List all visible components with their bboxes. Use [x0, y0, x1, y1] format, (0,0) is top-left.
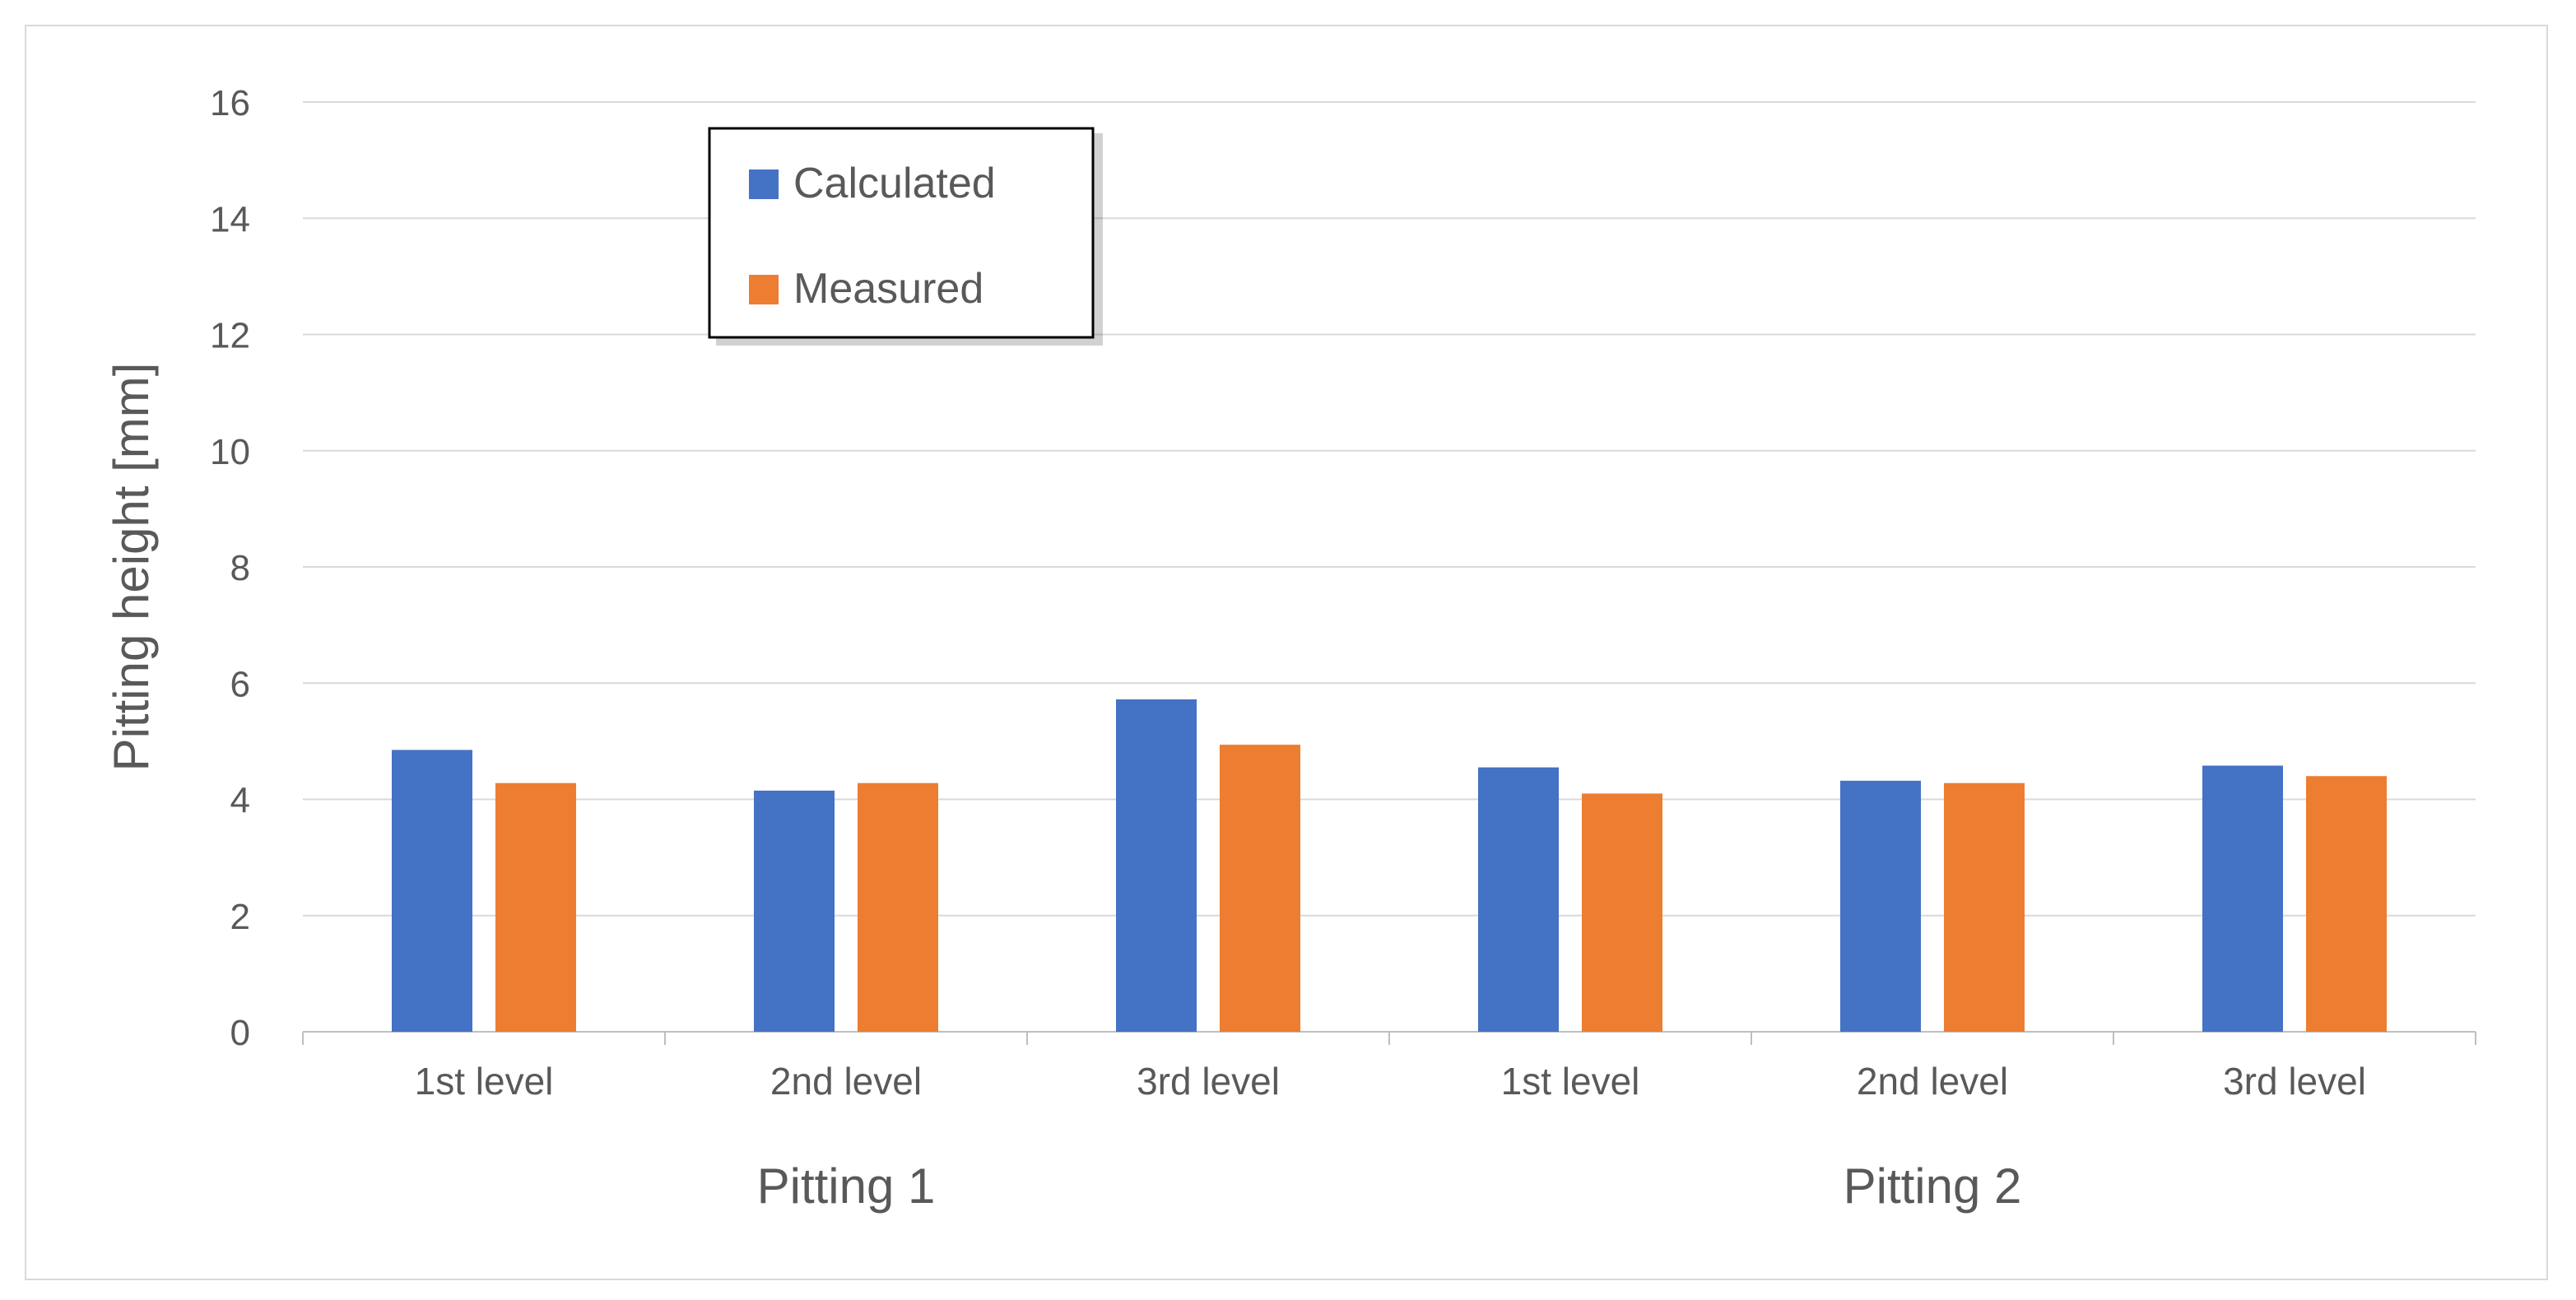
bar-measured-1	[495, 782, 576, 1032]
bar-calculated-3	[1116, 699, 1197, 1032]
y-tick-label: 4	[230, 781, 250, 821]
x-category-label: 2nd level	[770, 1060, 922, 1103]
x-category-label: 1st level	[415, 1060, 554, 1103]
legend-swatch-measured	[749, 275, 779, 304]
y-tick-label: 12	[210, 316, 250, 356]
y-tick-label: 2	[230, 897, 250, 937]
bar-calculated-6	[2202, 765, 2283, 1032]
x-category-label: 3rd level	[1137, 1060, 1280, 1103]
bar-measured-4	[1582, 793, 1662, 1032]
bar-measured-2	[858, 782, 938, 1032]
chart-frame: 0 2 4 6 8 10 12 14 16 1st level 2nd level 3rd level…	[25, 25, 2548, 1280]
y-tick-label: 8	[230, 548, 250, 588]
legend-label-measured: Measured	[793, 265, 983, 313]
bar-calculated-5	[1840, 780, 1921, 1032]
x-category-label: 3rd level	[2223, 1060, 2366, 1103]
x-category-label: 2nd level	[1857, 1060, 2008, 1103]
bar-measured-3	[1220, 745, 1300, 1032]
y-tick-label: 0	[230, 1013, 250, 1053]
x-group-label: Pitting 1	[757, 1158, 936, 1214]
x-category-label: 1st level	[1501, 1060, 1640, 1103]
y-tick-label: 16	[210, 83, 250, 123]
y-tick-label: 10	[210, 432, 250, 472]
y-tick-label: 6	[230, 664, 250, 704]
bar-calculated-2	[754, 790, 835, 1032]
y-axis-title: Pitting height [mm]	[104, 363, 159, 772]
bar-calculated-1	[392, 750, 472, 1032]
bar-measured-5	[1944, 782, 2025, 1032]
bar-calculated-4	[1478, 767, 1559, 1032]
legend-swatch-calculated	[749, 169, 779, 199]
bar-measured-6	[2306, 776, 2387, 1032]
legend-label-calculated: Calculated	[793, 160, 996, 207]
x-group-label: Pitting 2	[1844, 1158, 2022, 1214]
y-tick-label: 14	[210, 199, 250, 239]
chart-canvas: 0 2 4 6 8 10 12 14 16 1st level 2nd level 3rd level…	[104, 83, 2476, 1214]
